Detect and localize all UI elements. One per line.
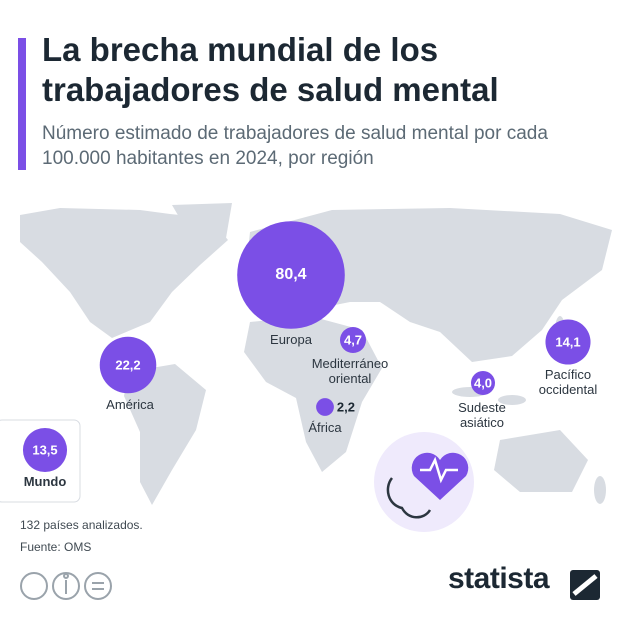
brand: statista <box>448 562 550 595</box>
bubble <box>339 326 367 354</box>
value-label: 4,7 <box>343 332 363 348</box>
region-label: Mediterráneo oriental <box>311 356 389 386</box>
license-icons <box>20 572 112 600</box>
source: Fuente: OMS <box>20 540 92 554</box>
note: 132 países analizados. <box>20 518 143 532</box>
region-label: África <box>308 420 342 435</box>
bubble <box>471 371 495 395</box>
bubble <box>22 427 68 473</box>
bubble <box>316 398 334 416</box>
bubble <box>99 336 157 394</box>
value-label: 2,2 <box>336 399 355 415</box>
bubble <box>545 319 591 365</box>
region-label: Pacífico occidental <box>538 367 598 397</box>
chart-subtitle: Número estimado de trabajadores de salud… <box>42 123 548 169</box>
region-label: Europa <box>270 332 312 347</box>
brain-icon <box>386 477 432 519</box>
region-label: Sudeste asiático <box>458 400 506 430</box>
value-label: 13,5 <box>32 442 58 458</box>
accent-bar <box>18 38 26 170</box>
chart-title: La brecha mundial de los trabajadores de… <box>42 31 499 108</box>
world-map <box>20 203 612 505</box>
brand-logo <box>570 570 600 600</box>
value-label: 22,2 <box>115 357 141 373</box>
pulse-icon <box>420 456 458 484</box>
value-label: 14,1 <box>555 334 581 350</box>
region-label: América <box>106 397 154 412</box>
value-label: 4,0 <box>473 375 493 391</box>
value-label: 80,4 <box>275 266 307 283</box>
world-label: Mundo <box>23 474 67 489</box>
bubble <box>237 221 345 329</box>
